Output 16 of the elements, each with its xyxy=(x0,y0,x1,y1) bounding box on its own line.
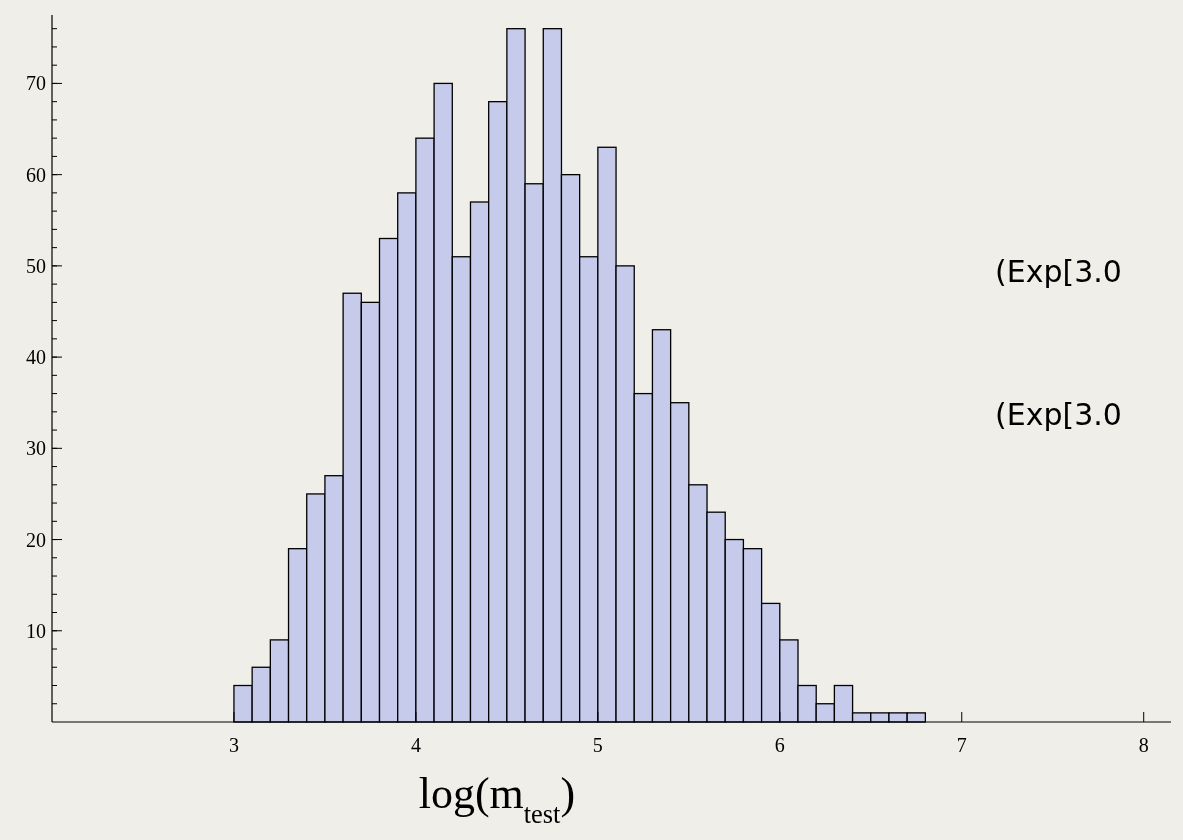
annotation: (Exp[3.0 xyxy=(995,397,1122,432)
y-tick-label: 30 xyxy=(26,437,46,460)
x-axis-title: log(m$_{test}$) xyxy=(418,769,576,829)
y-tick-label: 40 xyxy=(26,346,46,369)
x-tick-label: 8 xyxy=(1138,734,1149,756)
annotation: (Exp[3.0 xyxy=(995,254,1122,289)
y-tick-label: 50 xyxy=(26,254,46,277)
y-tick-label: 10 xyxy=(26,619,46,642)
x-tick-label: 3 xyxy=(228,734,239,756)
x-tick-label: 4 xyxy=(410,734,421,756)
y-tick-label: 20 xyxy=(26,528,46,551)
x-tick-label: 7 xyxy=(956,734,967,756)
x-tick-label: 6 xyxy=(774,734,785,756)
y-tick-label: 70 xyxy=(26,72,46,95)
x-tick-label: 5 xyxy=(592,734,603,756)
y-tick-label: 60 xyxy=(26,163,46,186)
